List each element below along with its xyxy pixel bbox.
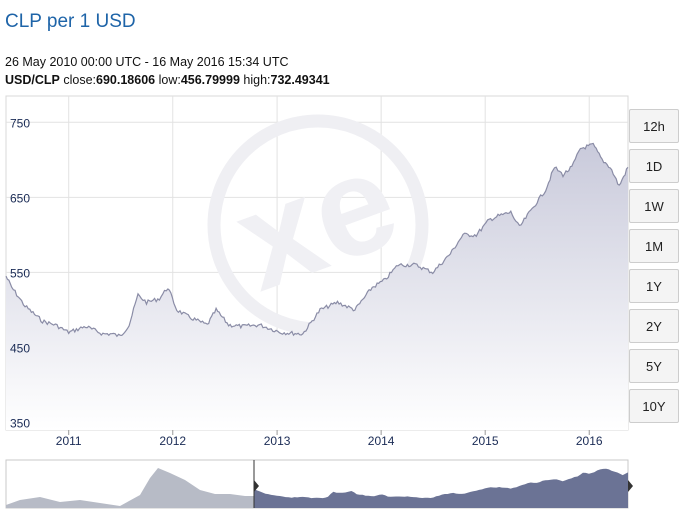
range-button-1w[interactable]: 1W [629, 189, 679, 223]
range-button-5y[interactable]: 5Y [629, 349, 679, 383]
x-tick-label: 2015 [472, 434, 499, 448]
range-button-10y[interactable]: 10Y [629, 389, 679, 423]
low-label: low: [158, 73, 181, 87]
stats-line: USD/CLP close:690.18606 low:456.79999 hi… [5, 73, 330, 87]
x-tick-label: 2014 [368, 434, 395, 448]
page-title: CLP per 1 USD [5, 11, 136, 32]
x-tick-label: 2016 [576, 434, 603, 448]
x-axis-labels: 2011 2012 2013 2014 2015 2016 [56, 430, 603, 448]
y-tick-label: 450 [10, 341, 30, 355]
range-button-1m[interactable]: 1M [629, 229, 679, 263]
rate-line [5, 142, 629, 338]
close-label: close: [63, 73, 97, 87]
y-tick-label: 350 [10, 416, 30, 430]
high-label: high: [243, 73, 271, 87]
date-range-label: 26 May 2010 00:00 UTC - 16 May 2016 15:3… [5, 55, 289, 69]
range-button-1d[interactable]: 1D [629, 149, 679, 183]
pair-label: USD/CLP [5, 73, 60, 87]
navigator-selected-area [254, 468, 628, 508]
range-button-12h[interactable]: 12h [629, 109, 679, 143]
navigator-left-handle[interactable] [254, 480, 259, 492]
close-value: 690.18606 [96, 73, 156, 87]
y-tick-label: 550 [10, 266, 30, 280]
navigator[interactable] [5, 459, 633, 509]
navigator-unselected-area [6, 468, 254, 508]
range-button-1y[interactable]: 1Y [629, 269, 679, 303]
y-tick-label: 750 [10, 116, 30, 130]
range-button-2y[interactable]: 2Y [629, 309, 679, 343]
rate-area [6, 143, 628, 430]
low-value: 456.79999 [180, 73, 240, 87]
y-axis-labels: 350 450 550 650 750 [10, 116, 30, 430]
high-value: 732.49341 [270, 73, 330, 87]
x-tick-label: 2012 [159, 434, 186, 448]
x-tick-label: 2013 [264, 434, 291, 448]
navigator-right-handle[interactable] [628, 480, 633, 492]
y-tick-label: 650 [10, 191, 30, 205]
x-tick-label: 2011 [56, 434, 82, 448]
